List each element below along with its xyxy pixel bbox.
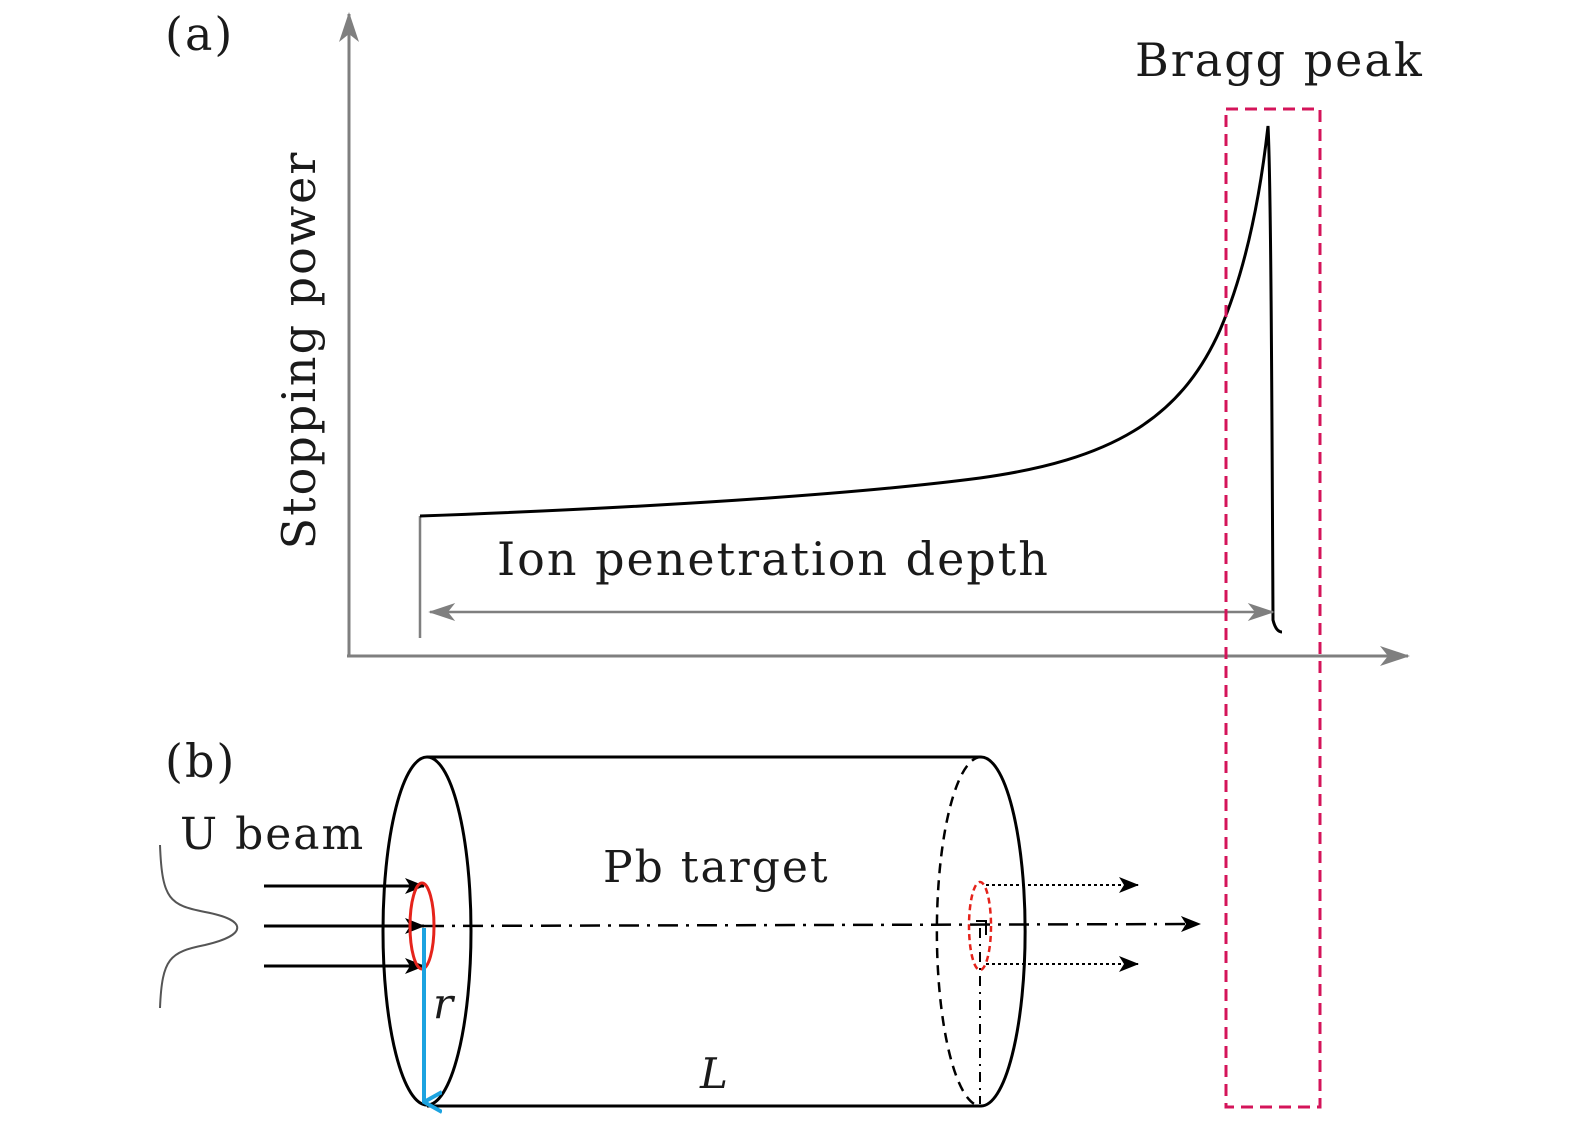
- y-axis-label: Stopping power: [272, 151, 326, 550]
- beam-label: U beam: [180, 809, 365, 860]
- radius-label: r: [433, 979, 456, 1028]
- panel-a-label: (a): [165, 7, 234, 61]
- target-label: Pb target: [603, 842, 830, 893]
- depth-label: Ion penetration depth: [497, 532, 1050, 586]
- bragg-peak-box: [1224, 107, 1322, 1109]
- exit-beam-spot: [967, 880, 993, 972]
- bragg-curve: [419, 125, 1283, 634]
- panel-b-label: (b): [165, 734, 236, 788]
- beam-profile: [159, 844, 238, 1009]
- length-label: L: [699, 1049, 728, 1098]
- bragg-peak-label: Bragg peak: [1135, 33, 1424, 87]
- beam-axis: [423, 916, 1201, 933]
- exit-spot-mark: [976, 920, 987, 935]
